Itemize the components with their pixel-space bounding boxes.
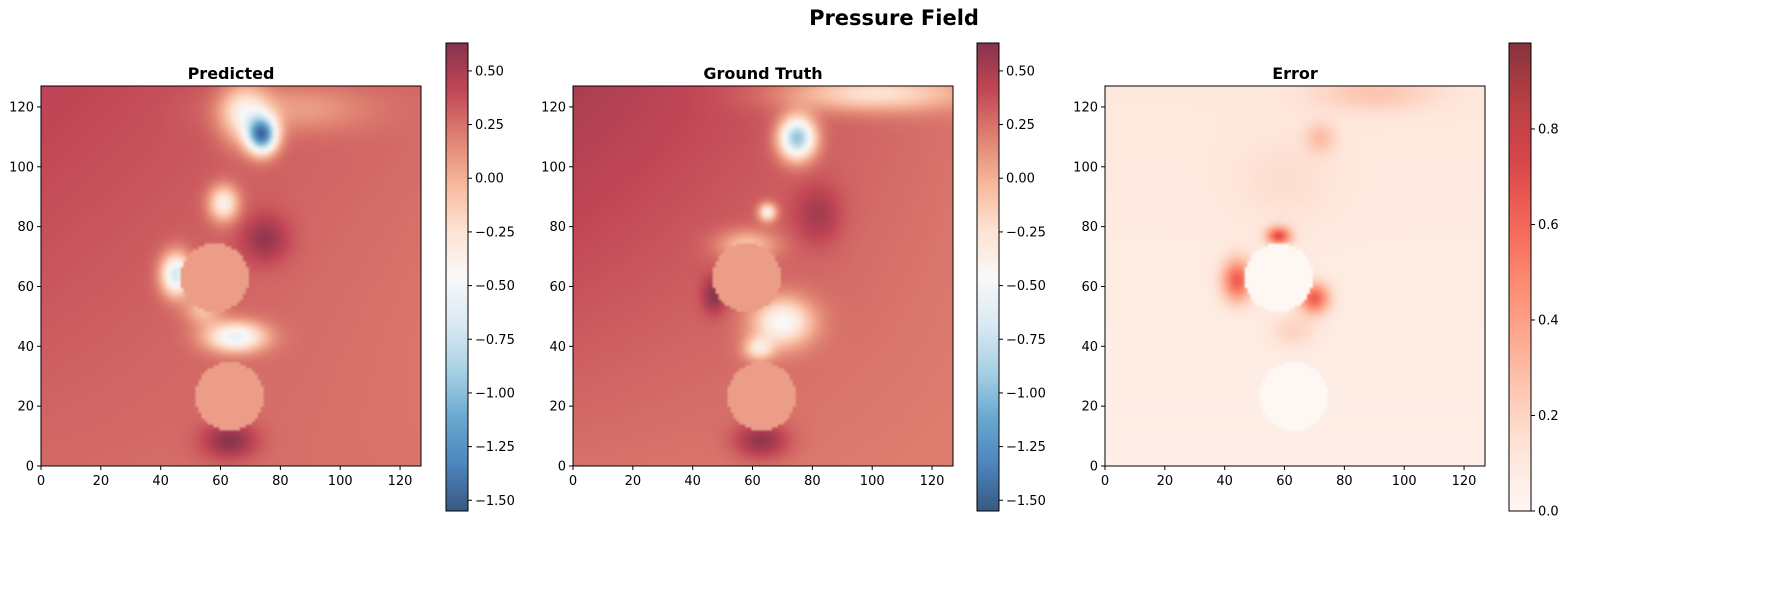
y-tick-label: 80 [1081, 220, 1098, 235]
panel-title: Ground Truth [703, 64, 822, 83]
x-tick-label: 80 [804, 474, 821, 489]
axes-frame [40, 85, 422, 467]
colorbar-tick-label: −1.00 [1006, 386, 1046, 401]
colorbar-tick-label: 0.0 [1538, 505, 1559, 520]
x-tick-label: 0 [37, 474, 45, 489]
y-tick-label: 100 [541, 160, 566, 175]
colorbar-frame [445, 42, 469, 512]
y-tick-label: 100 [1073, 160, 1098, 175]
x-tick-label: 60 [744, 474, 761, 489]
panel-title: Error [1272, 64, 1318, 83]
y-tick-label: 20 [549, 400, 566, 415]
colorbar-tick-label: −0.75 [475, 333, 515, 348]
panel-error: Error 0 20 40 60 80 100 120 0 20 40 60 80 100 120 0.8 0.… [1073, 42, 1559, 520]
x-tick-label: 20 [93, 474, 110, 489]
colorbar-tick-label: 0.4 [1538, 313, 1559, 328]
heatmap-image [1105, 86, 1485, 466]
y-tick-label: 120 [1073, 100, 1098, 115]
colorbar-tick-label: −0.25 [475, 225, 515, 240]
colorbar-frame [1508, 42, 1532, 512]
x-tick-label: 80 [272, 474, 289, 489]
x-tick-label: 40 [684, 474, 701, 489]
colorbar-tick-label: −0.50 [1006, 279, 1046, 294]
colorbar [1509, 43, 1531, 511]
colorbar-tick-label: 0.6 [1538, 218, 1559, 233]
x-tick-label: 100 [328, 474, 353, 489]
y-tick-label: 0 [558, 460, 566, 475]
y-tick-label: 40 [549, 340, 566, 355]
y-tick-label: 0 [26, 460, 34, 475]
colorbar-tick-label: −1.50 [475, 494, 515, 509]
axes-frame [1104, 85, 1486, 467]
colorbar-tick-label: −0.50 [475, 279, 515, 294]
colorbar-tick-label: −1.25 [1006, 440, 1046, 455]
y-tick-label: 20 [1081, 400, 1098, 415]
colorbar-tick-label: 0.25 [475, 118, 504, 133]
colorbar [446, 43, 468, 511]
colorbar-frame [976, 42, 1000, 512]
y-tick-label: 100 [9, 160, 34, 175]
colorbar-tick-label: 0.2 [1538, 409, 1559, 424]
x-tick-label: 80 [1336, 474, 1353, 489]
heatmap-image [573, 86, 953, 466]
x-tick-label: 120 [920, 474, 945, 489]
colorbar-tick-label: −1.25 [475, 440, 515, 455]
x-tick-label: 120 [1452, 474, 1477, 489]
y-tick-label: 0 [1090, 460, 1098, 475]
colorbar [977, 43, 999, 511]
colorbar-tick-label: −1.00 [475, 386, 515, 401]
panel-predicted: Predicted 0 20 40 60 80 100 120 0 20 40 60 80 100 120 0… [9, 42, 515, 512]
x-tick-label: 20 [1157, 474, 1174, 489]
x-tick-label: 60 [212, 474, 229, 489]
y-tick-label: 60 [17, 280, 34, 295]
y-tick-label: 120 [9, 100, 34, 115]
y-tick-label: 60 [1081, 280, 1098, 295]
x-tick-label: 0 [569, 474, 577, 489]
colorbar-tick-label: 0.50 [475, 64, 504, 79]
y-tick-label: 120 [541, 100, 566, 115]
figure-title: Pressure Field [809, 6, 979, 30]
colorbar-tick-label: −0.25 [1006, 225, 1046, 240]
x-tick-label: 60 [1276, 474, 1293, 489]
colorbar-tick-label: 0.00 [475, 172, 504, 187]
y-tick-label: 40 [1081, 340, 1098, 355]
colorbar-tick-label: −0.75 [1006, 333, 1046, 348]
panels: Predicted 0 20 40 60 80 100 120 0 20 40 60 80 100 120 0… [9, 42, 1559, 520]
panel-ground-truth: Ground Truth 0 20 40 60 80 100 120 0 20 40 60 80 100 1… [541, 42, 1046, 512]
y-tick-label: 80 [549, 220, 566, 235]
y-tick-label: 60 [549, 280, 566, 295]
colorbar-tick-label: −1.50 [1006, 494, 1046, 509]
y-tick-label: 80 [17, 220, 34, 235]
x-tick-label: 20 [625, 474, 642, 489]
x-tick-label: 120 [388, 474, 413, 489]
panel-title: Predicted [188, 64, 275, 83]
x-tick-label: 40 [1216, 474, 1233, 489]
colorbar-tick-label: 0.25 [1006, 118, 1035, 133]
x-tick-label: 0 [1101, 474, 1109, 489]
y-tick-label: 20 [17, 400, 34, 415]
x-tick-label: 100 [860, 474, 885, 489]
y-tick-label: 40 [17, 340, 34, 355]
heatmap-image [41, 86, 421, 466]
axes-frame [572, 85, 954, 467]
colorbar-tick-label: 0.8 [1538, 122, 1559, 137]
colorbar-tick-label: 0.00 [1006, 172, 1035, 187]
colorbar-tick-label: 0.50 [1006, 64, 1035, 79]
x-tick-label: 40 [152, 474, 169, 489]
x-tick-label: 100 [1392, 474, 1417, 489]
